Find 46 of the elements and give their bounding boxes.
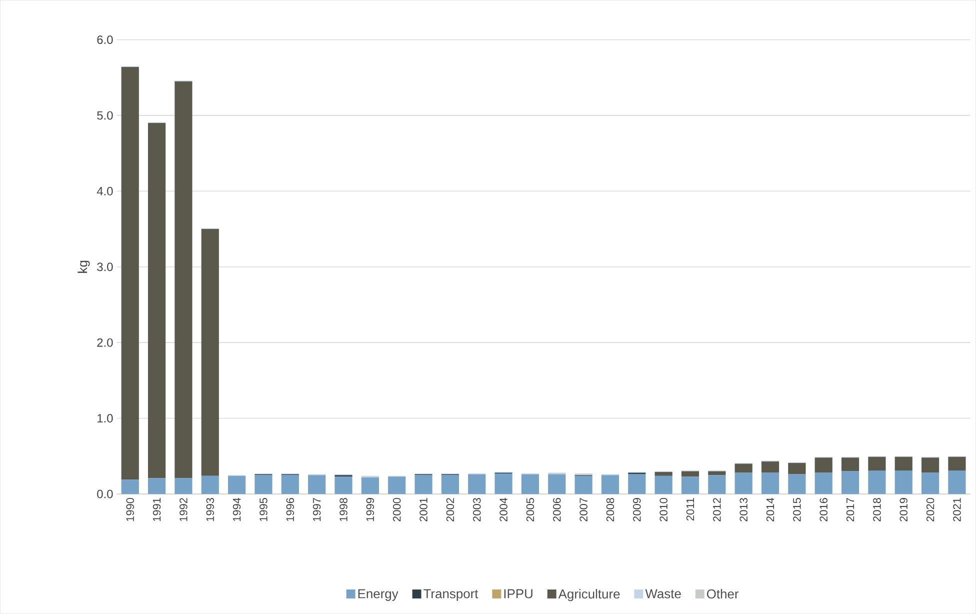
x-tick-label: 1995: [260, 498, 268, 522]
x-tick-label: 2000: [392, 498, 401, 522]
x-tick-label: 1997: [312, 498, 321, 522]
x-tick-label: 2005: [526, 498, 534, 522]
x-tick-label: 1996: [286, 498, 294, 522]
y-tick-label: 3.0: [97, 262, 113, 272]
x-tick-label: 1994: [232, 498, 241, 522]
x-tick-label: 2016: [820, 498, 828, 522]
legend-label: IPPU: [504, 589, 532, 598]
y-tick-label: 5.0: [97, 111, 113, 120]
x-tick-label: 2010: [660, 498, 668, 522]
legend-label: Other: [706, 589, 739, 599]
x-tick-label: 2006: [553, 498, 561, 522]
x-tick-label: 2009: [633, 498, 641, 522]
x-tick-label: 2002: [446, 498, 454, 522]
y-tick-label: 0.0: [97, 490, 113, 498]
x-tick-label: 1992: [180, 498, 188, 522]
x-tick-label: 2008: [606, 498, 614, 522]
x-tick-label: 2004: [500, 498, 508, 522]
x-tick-label: 1999: [366, 498, 374, 522]
x-tick-label: 2020: [926, 498, 934, 522]
x-tick-label: 2013: [740, 498, 748, 522]
x-tick-label: 2018: [873, 498, 881, 522]
y-tick-label: 4.0: [96, 187, 113, 196]
x-tick-label: 2017: [846, 498, 854, 522]
legend-label: Waste: [645, 589, 681, 598]
y-tick-label: 6.0: [97, 36, 113, 44]
x-tick-label: 2015: [793, 498, 801, 522]
x-tick-label: 1991: [152, 498, 161, 522]
legend-label: Agriculture: [558, 589, 620, 602]
y-axis-title: kg: [78, 260, 90, 273]
x-tick-label: 2012: [713, 498, 721, 522]
x-tick-label: 1998: [340, 498, 348, 522]
legend-label: Transport: [424, 589, 478, 601]
x-tick-label: 2011: [686, 498, 694, 521]
x-tick-label: 1990: [126, 498, 134, 522]
x-tick-label: 2021: [953, 498, 961, 522]
x-tick-label: 2003: [472, 498, 481, 522]
x-tick-label: 2019: [900, 498, 908, 522]
x-tick-label: 1993: [206, 498, 214, 522]
legend-label: Energy: [358, 589, 398, 601]
x-tick-label: 2014: [766, 498, 774, 522]
y-tick-label: 2.0: [97, 338, 113, 347]
x-tick-label: 2001: [420, 498, 428, 522]
y-tick-label: 1.0: [98, 414, 113, 423]
x-tick-label: 2007: [580, 498, 588, 522]
